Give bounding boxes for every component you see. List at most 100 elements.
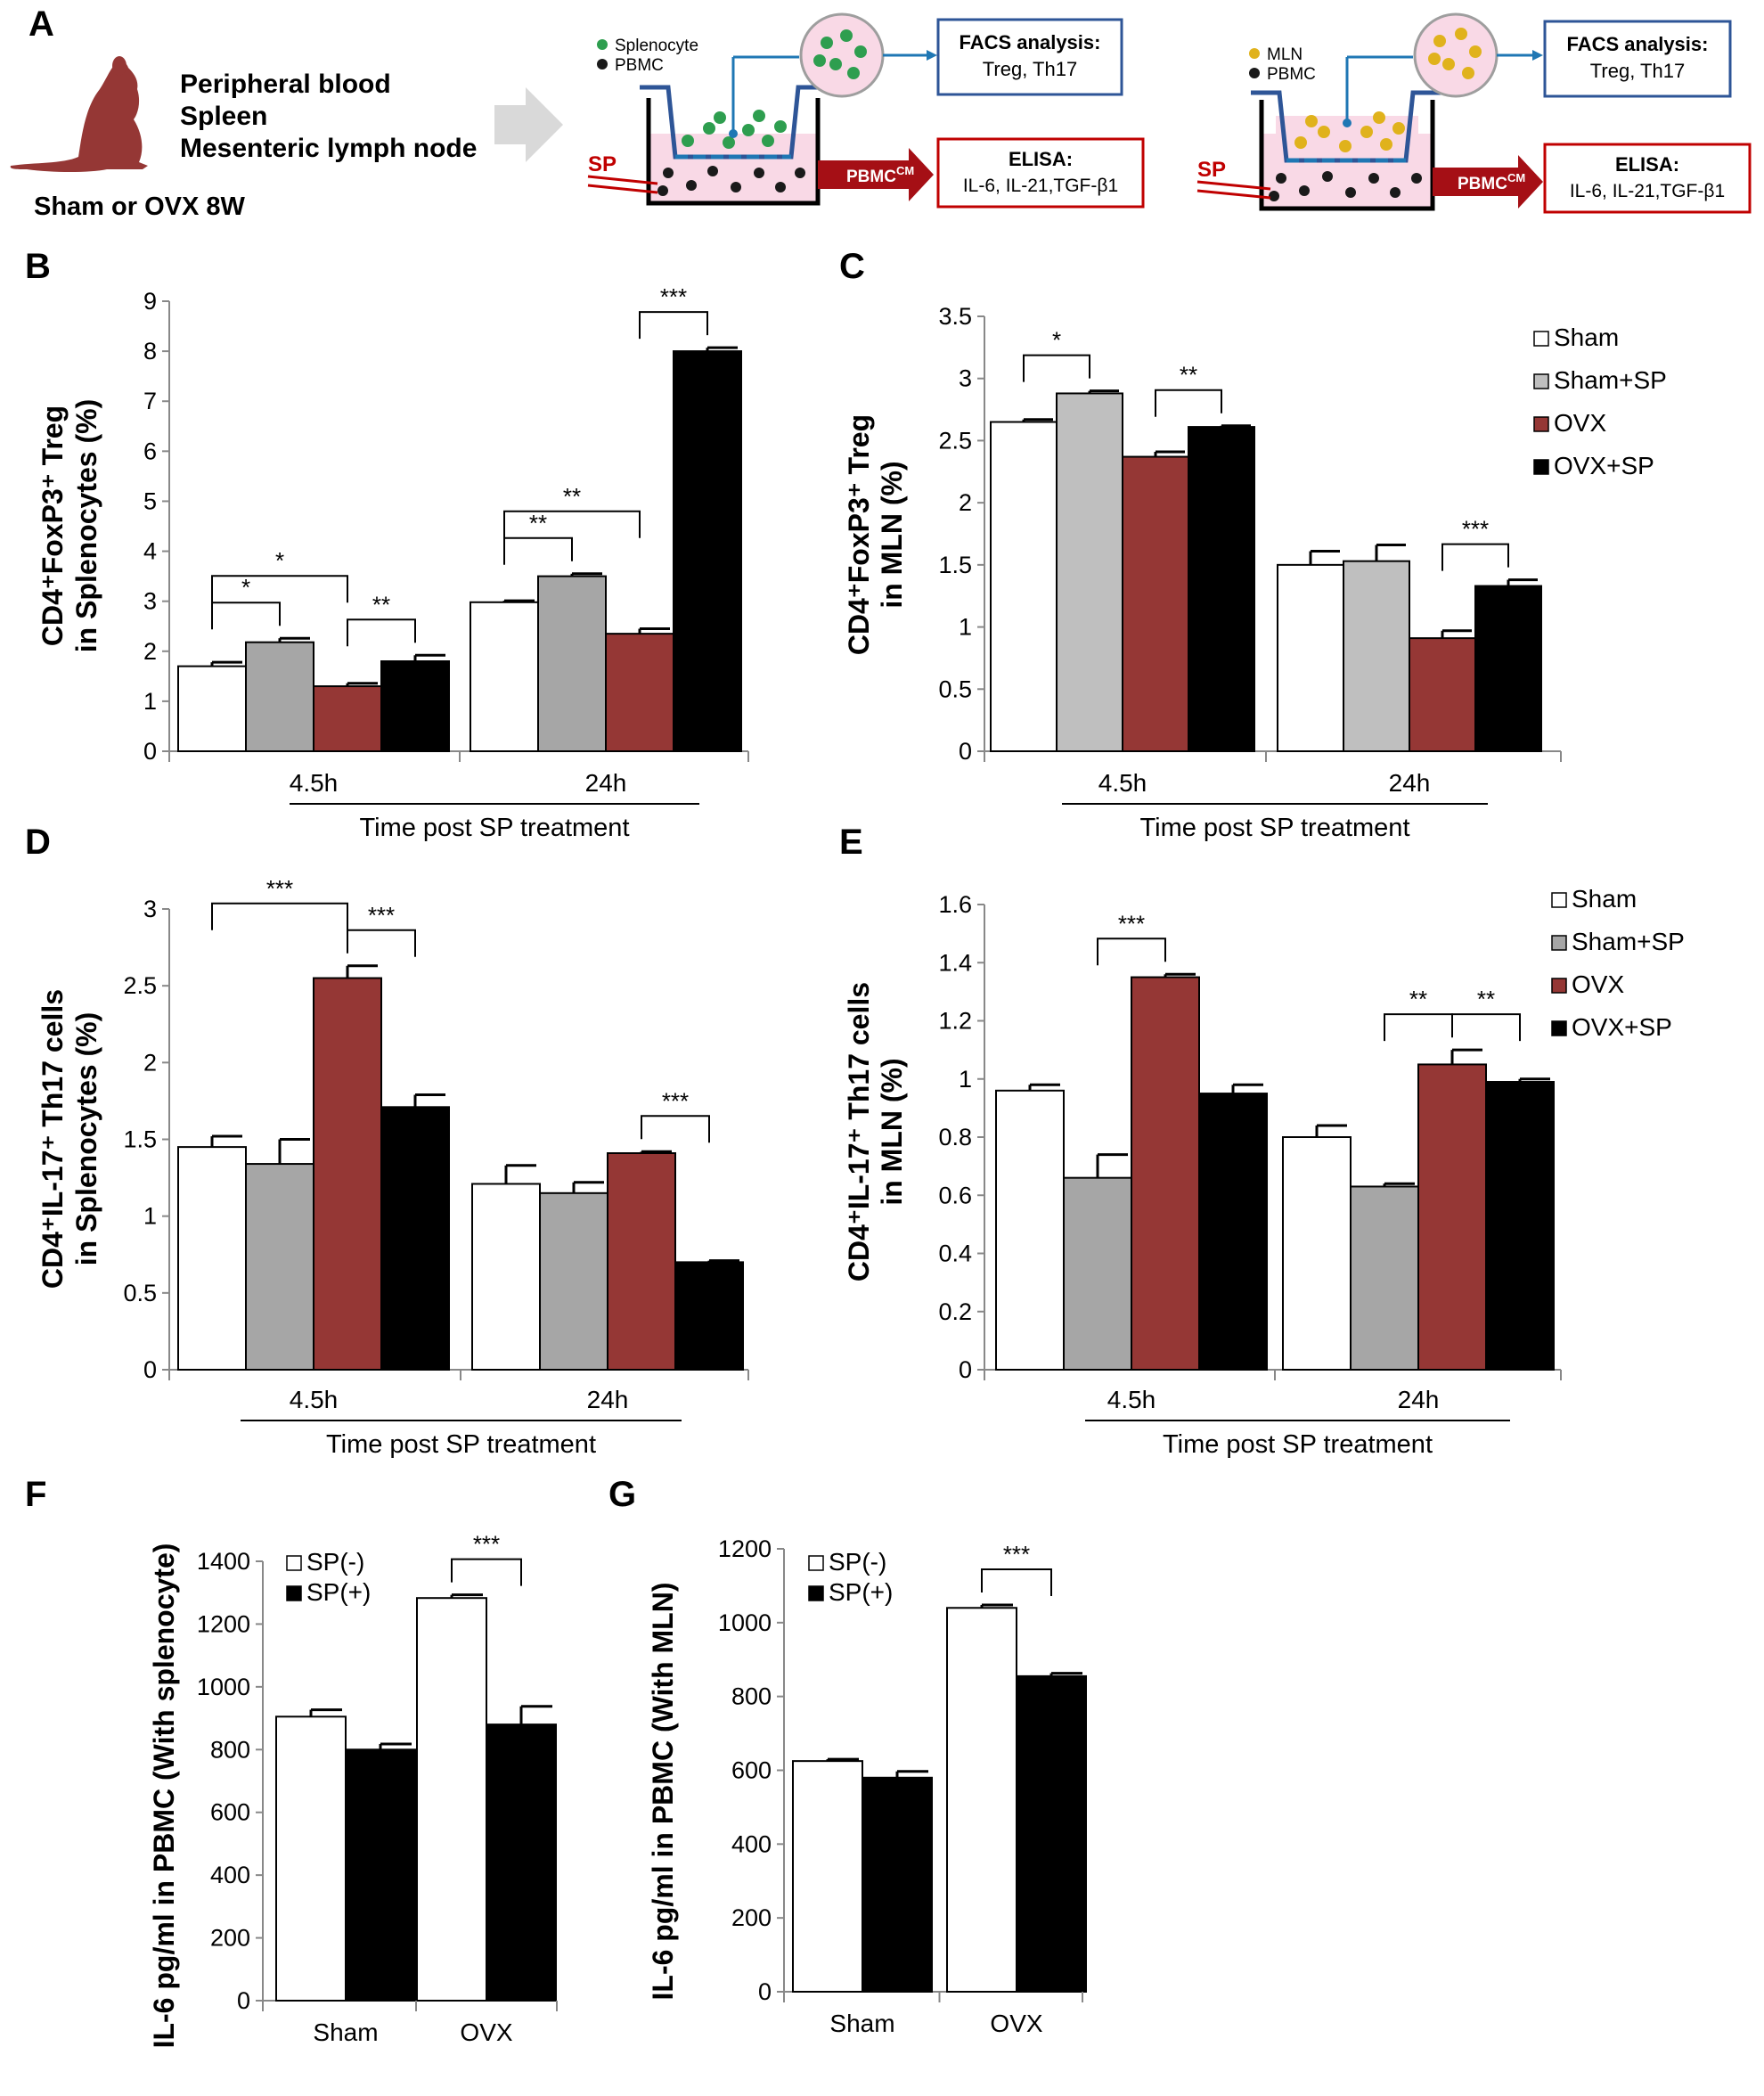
bar bbox=[946, 1607, 1017, 1994]
pbmc-cm-arrow-2-icon bbox=[1433, 155, 1543, 209]
y-tick-label: 1.6 bbox=[938, 891, 972, 918]
y-tick-label: 1.4 bbox=[938, 949, 972, 976]
chart-panel-f: F 0 200 400 600 800 1000 1200 1400 Sham OVX *** IL-6… bbox=[25, 1475, 558, 2049]
y-tick-label: 6 bbox=[143, 438, 157, 464]
splenocyte-legend-dot bbox=[597, 39, 608, 50]
y-tick-label: 1.5 bbox=[938, 552, 972, 578]
tissue-line-3: Mesenteric lymph node bbox=[180, 134, 477, 163]
elisa-detail: IL-6, IL-21,TGF-β1 bbox=[963, 176, 1118, 196]
significance-label: ** bbox=[1180, 362, 1197, 389]
y-tick-label: 0 bbox=[959, 738, 972, 765]
significance-label: *** bbox=[1118, 910, 1145, 937]
facs-detail: Treg, Th17 bbox=[983, 58, 1077, 80]
y-axis-title-line1: CD4⁺FoxP3⁺ Treg bbox=[37, 405, 69, 646]
panel-a: A Peripheral blood Spleen Mesenteric lym… bbox=[10, 4, 1752, 221]
sp-label: SP bbox=[588, 152, 617, 176]
significance-bracket bbox=[1023, 354, 1090, 382]
tissue-line-2: Spleen bbox=[180, 102, 267, 131]
legend-label: SP(-) bbox=[829, 1548, 886, 1576]
significance-bracket bbox=[1155, 389, 1222, 417]
bar bbox=[1198, 1093, 1268, 1371]
y-tick-label: 0 bbox=[143, 738, 157, 765]
legend-swatch bbox=[1533, 416, 1549, 432]
panel-a-label: A bbox=[29, 4, 54, 44]
y-tick-label: 0.8 bbox=[938, 1124, 972, 1150]
y-axis-title-line1: CD4⁺FoxP3⁺ Treg bbox=[843, 414, 875, 655]
y-tick-label: 1 bbox=[959, 614, 972, 641]
bar bbox=[1417, 1063, 1487, 1371]
bar bbox=[245, 641, 314, 753]
bar bbox=[1131, 976, 1200, 1371]
mln-insert-cells bbox=[1294, 111, 1405, 152]
bar bbox=[1343, 560, 1410, 752]
significance-label: *** bbox=[368, 902, 395, 929]
y-tick-label: 0 bbox=[959, 1356, 972, 1383]
significance-label: *** bbox=[660, 283, 687, 310]
bar bbox=[1350, 1185, 1419, 1371]
significance-bracket bbox=[503, 510, 641, 538]
significance-bracket bbox=[347, 618, 416, 647]
y-tick-label: 0.4 bbox=[938, 1240, 972, 1267]
sp-label-2: SP bbox=[1197, 158, 1226, 182]
y-axis-title-line2: in MLN (%) bbox=[876, 461, 908, 608]
significance-label: ** bbox=[372, 591, 390, 618]
panel-label: G bbox=[608, 1475, 636, 1514]
y-axis-title-line2: in MLN (%) bbox=[876, 1058, 908, 1205]
y-tick-label: 2 bbox=[959, 489, 972, 516]
legend-swatch bbox=[1551, 892, 1567, 908]
significance-label: * bbox=[241, 574, 250, 601]
legend-label: OVX bbox=[1554, 409, 1606, 437]
significance-bracket bbox=[503, 536, 573, 565]
bar bbox=[995, 1089, 1065, 1371]
panel-label: B bbox=[25, 247, 51, 286]
y-tick-label: 9 bbox=[143, 288, 157, 315]
mln-legend-dot bbox=[1249, 48, 1260, 59]
panel-label: F bbox=[25, 1475, 46, 1514]
chart-panel-e: E00.20.40.60.811.21.41.64.5h 24h***** **Ti… bbox=[839, 823, 1685, 1459]
facs-title-2: FACS analysis: bbox=[1567, 33, 1709, 55]
significance-bracket bbox=[1441, 543, 1509, 571]
elisa-title-2: ELISA: bbox=[1615, 153, 1679, 176]
facs-box bbox=[936, 18, 1123, 96]
y-tick-label: 0.6 bbox=[938, 1182, 972, 1208]
category-label: 4.5h bbox=[1107, 1386, 1156, 1413]
y-tick-label: 1000 bbox=[197, 1674, 250, 1700]
y-tick-label: 1200 bbox=[718, 1535, 772, 1562]
x-axis-title: Time post SP treatment bbox=[1163, 1430, 1433, 1459]
y-tick-label: 4 bbox=[143, 538, 157, 565]
y-tick-label: 3 bbox=[143, 588, 157, 615]
y-tick-label: 200 bbox=[210, 1925, 250, 1952]
significance-bracket bbox=[641, 1115, 710, 1143]
legend-swatch bbox=[1551, 1020, 1567, 1036]
legend-swatch bbox=[286, 1585, 302, 1601]
y-tick-label: 8 bbox=[143, 338, 157, 364]
bar bbox=[990, 421, 1058, 752]
legend-swatch bbox=[1533, 331, 1549, 347]
bar bbox=[486, 1723, 557, 2002]
legend-swatch bbox=[1533, 373, 1549, 389]
chart-panel-d: D 0 0.5 1 1.5 2 2.5 3 4.5h 24h *** *** *** Time post … bbox=[25, 823, 749, 1459]
significance-label: *** bbox=[266, 875, 293, 902]
significance-label: *** bbox=[1462, 516, 1489, 543]
bar bbox=[1277, 563, 1344, 752]
panel-label: E bbox=[839, 823, 863, 862]
y-tick-label: 2 bbox=[143, 638, 157, 665]
category-label: OVX bbox=[460, 2018, 512, 2046]
bar bbox=[1409, 637, 1476, 752]
y-tick-label: 0.5 bbox=[938, 675, 972, 702]
significance-label: * bbox=[275, 547, 284, 574]
bar bbox=[862, 1776, 933, 1993]
splenocyte-legend-label: Splenocyte bbox=[615, 37, 698, 55]
legend-label: SP(+) bbox=[306, 1578, 371, 1606]
significance-bracket bbox=[211, 575, 348, 603]
well-cells bbox=[657, 166, 805, 196]
legend-label: OVX+SP bbox=[1554, 452, 1654, 479]
schematic-mln: MLN PBMC SP bbox=[1196, 12, 1752, 214]
panel-label: C bbox=[839, 247, 865, 286]
category-label: 24h bbox=[1389, 769, 1431, 797]
significance-bracket bbox=[1451, 1013, 1521, 1042]
y-tick-label: 0 bbox=[758, 1978, 772, 2005]
y-axis-title: IL-6 pg/ml in PBMC (With splenocyte) bbox=[148, 1543, 180, 2049]
